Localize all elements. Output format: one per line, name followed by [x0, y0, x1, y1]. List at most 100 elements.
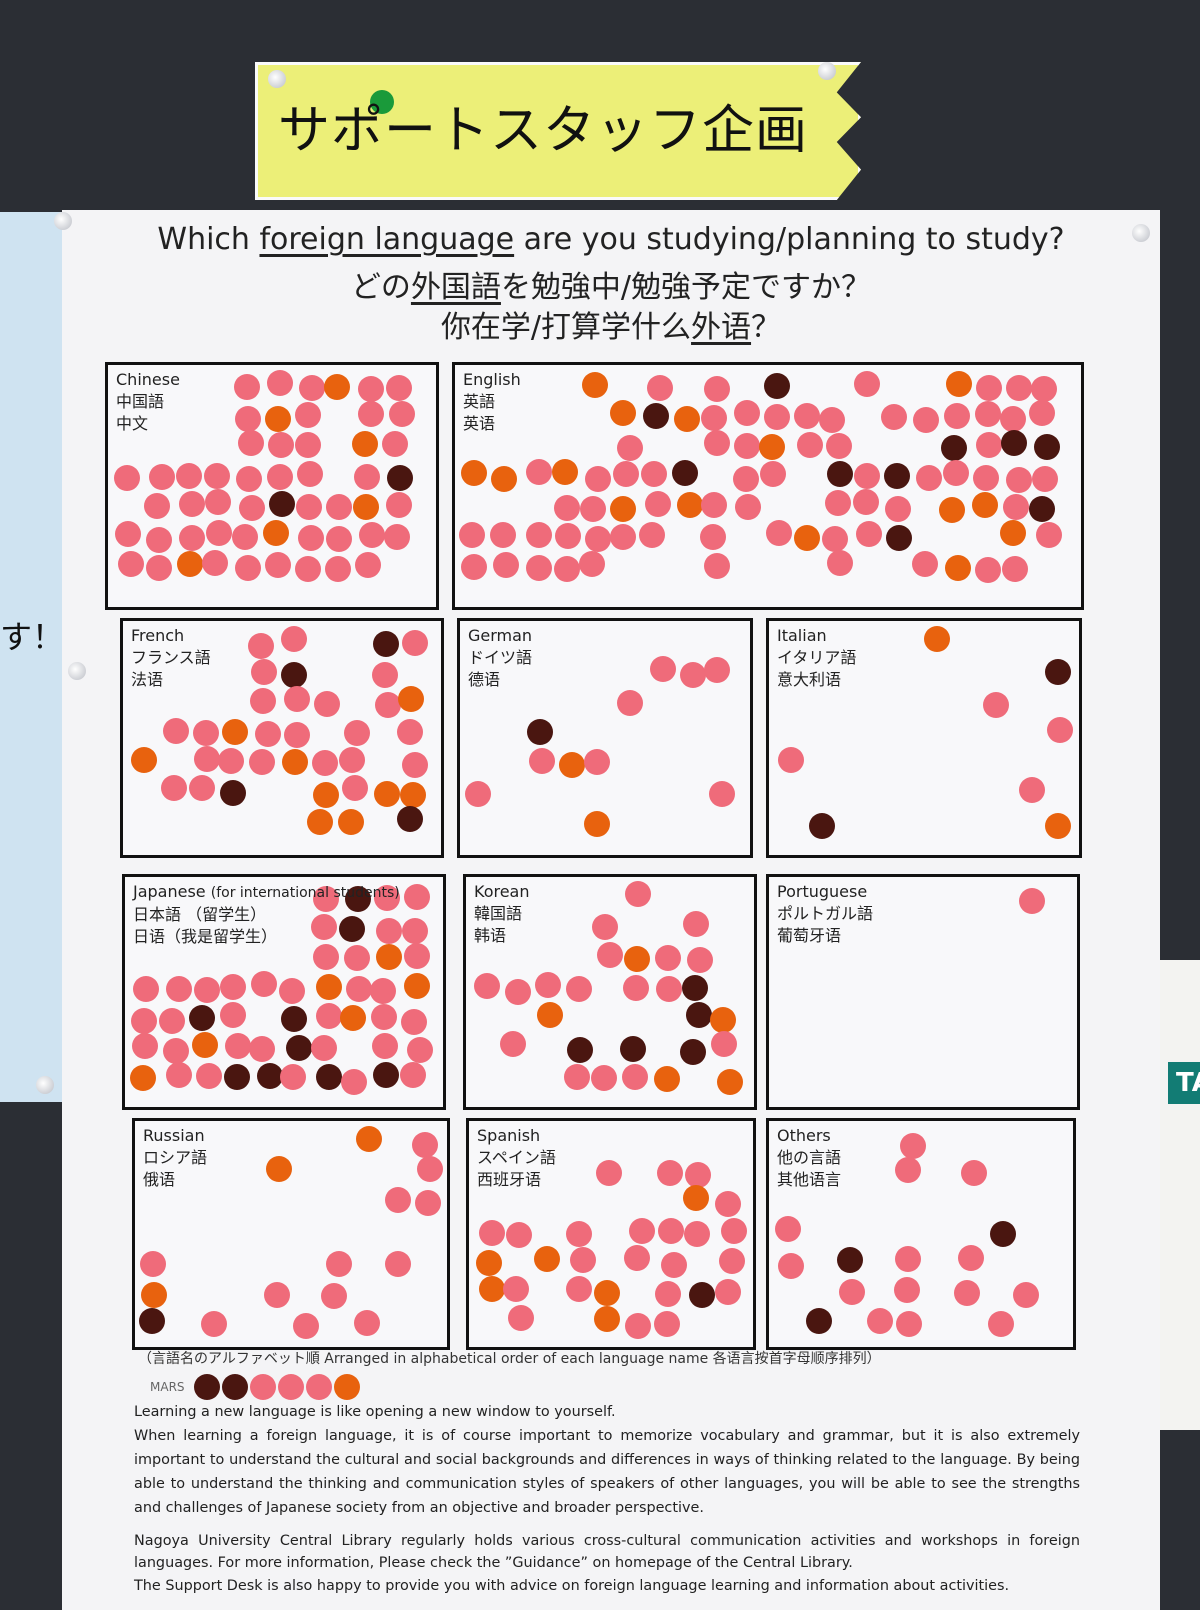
- label-line: Korean: [474, 881, 530, 903]
- sticker-dot: [974, 401, 1001, 428]
- sticker-dot: [358, 400, 385, 427]
- label-line: German: [468, 625, 532, 647]
- sticker-dot: [176, 462, 203, 489]
- sticker-dot: [704, 657, 731, 684]
- sticker-dot: [594, 1306, 621, 1333]
- sticker-dot: [612, 460, 639, 487]
- sticker-dot: [649, 656, 676, 683]
- sticker-dot: [533, 1246, 560, 1273]
- sticker-dot: [623, 975, 650, 1002]
- sticker-dot: [896, 1310, 923, 1337]
- language-label: Chinese 中国語 中文: [116, 369, 180, 435]
- sticker-dot: [718, 1248, 745, 1275]
- sticker-dot: [219, 1002, 246, 1029]
- sticker-dot: [1001, 430, 1028, 457]
- label-line: Japanese (for international students): [133, 881, 400, 904]
- sticker-dot: [528, 748, 555, 775]
- question-text: ？: [751, 310, 782, 345]
- sticker-dot: [555, 522, 582, 549]
- sticker-dot: [132, 1033, 159, 1060]
- sticker-dot: [189, 1005, 216, 1032]
- note: （言語名のアルファベット順 Arranged in alphabetical o…: [138, 1351, 881, 1367]
- label-line: English: [463, 369, 521, 391]
- sticker-dot: [401, 629, 428, 656]
- sticker-dot: [567, 1037, 594, 1064]
- sticker-dot: [372, 662, 399, 689]
- label-ja: 他の言語: [777, 1148, 842, 1167]
- sticker-dot: [205, 489, 232, 516]
- sticker-dot: [764, 373, 790, 400]
- sticker-dot: [554, 555, 581, 582]
- language-label: Spanish スペイン語 西班牙语: [477, 1125, 556, 1191]
- sticker-dot: [687, 947, 714, 974]
- sticker-dot: [680, 1038, 707, 1065]
- pin: [36, 1076, 54, 1094]
- sticker-dot: [836, 1247, 863, 1274]
- sticker-dot: [416, 1156, 443, 1183]
- sticker-dot: [491, 465, 518, 492]
- sticker-dot: [885, 495, 912, 522]
- sticker-dot: [656, 975, 683, 1002]
- sticker-dot: [146, 526, 173, 553]
- sticker-dot: [563, 1064, 590, 1091]
- sticker-dot: [385, 374, 412, 401]
- sticker-dot: [205, 520, 232, 547]
- sticker-dot: [594, 1280, 621, 1307]
- sticker-dot: [976, 375, 1003, 402]
- label-line: French: [131, 625, 211, 647]
- sticker-dot: [339, 747, 366, 774]
- sticker-dot: [591, 914, 618, 941]
- sticker-dot: [674, 406, 700, 433]
- sticker-dot: [534, 971, 561, 998]
- label-zh: 意大利语: [777, 670, 842, 689]
- sticker-dot: [189, 775, 216, 802]
- sticker-dot: [459, 521, 486, 548]
- sticker-dot: [584, 748, 611, 775]
- sticker-dot: [283, 685, 310, 712]
- sticker-dot: [159, 1008, 186, 1035]
- sticker-dot: [478, 1219, 505, 1246]
- sticker-dot: [580, 495, 607, 522]
- sticker-dot: [553, 494, 580, 521]
- question-text: どの: [350, 270, 411, 305]
- language-label: Portuguese ポルトガル語 葡萄牙语: [777, 881, 873, 947]
- sticker-dot: [201, 1310, 228, 1337]
- sticker-dot: [256, 1062, 283, 1089]
- sticker-dot: [358, 375, 385, 402]
- question-text: are you studying/planning to study?: [514, 222, 1065, 257]
- sticker-dot: [388, 401, 415, 428]
- sticker-dot: [658, 1218, 685, 1245]
- sticker-dot: [315, 1063, 342, 1090]
- sticker-dot: [505, 1222, 532, 1249]
- sticker-dot: [383, 523, 410, 550]
- language-label: German ドイツ語 德语: [468, 625, 532, 691]
- sticker-dot: [265, 405, 292, 432]
- sticker-dot: [117, 551, 144, 578]
- sticker-dot: [676, 492, 703, 519]
- sticker-dot: [720, 1217, 747, 1244]
- sticker-dot: [307, 809, 334, 836]
- sticker-dot: [146, 554, 173, 581]
- sticker-dot: [254, 720, 281, 747]
- label-ja: スペイン語: [477, 1148, 556, 1167]
- label-zh: 葡萄牙语: [777, 926, 842, 945]
- sticker-dot: [775, 1215, 802, 1242]
- sticker-dot: [852, 489, 879, 516]
- sticker-dot: [341, 1068, 368, 1095]
- label-en: Russian: [143, 1126, 205, 1145]
- sticker-dot: [826, 432, 853, 459]
- question-text: を勉強中/勉強予定ですか？: [500, 270, 872, 305]
- sticker-dot: [610, 524, 637, 551]
- paragraph: Nagoya University Central Library regula…: [134, 1533, 1080, 1571]
- sticker-dot: [346, 975, 373, 1002]
- sticker-dot: [734, 494, 761, 521]
- sticker-dot: [765, 520, 792, 547]
- sticker-dot: [401, 752, 428, 779]
- sticker-dot: [249, 1035, 276, 1062]
- sticker-dot: [249, 688, 276, 715]
- sticker-dot: [401, 1008, 428, 1035]
- sticker-dot: [353, 463, 380, 490]
- sticker-dot: [734, 432, 761, 459]
- sticker-dot: [279, 977, 306, 1004]
- sticker-dot: [140, 1250, 167, 1277]
